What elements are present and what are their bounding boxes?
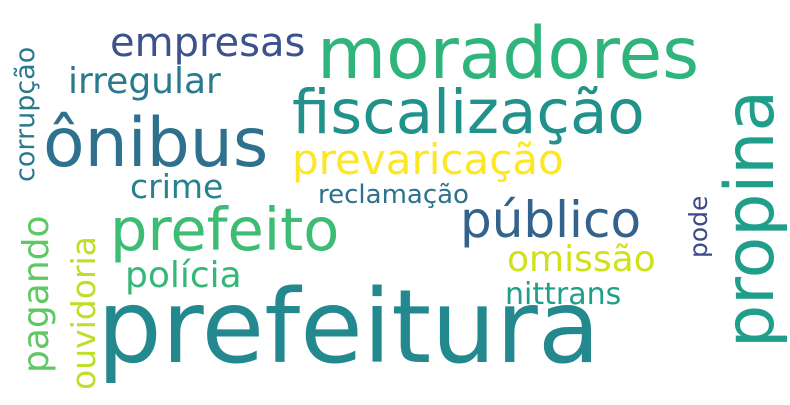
word-moradores: moradores: [317, 12, 700, 95]
word-policia: polícia: [125, 255, 242, 296]
word-fiscalizacao: fiscalização: [292, 77, 645, 148]
word-crime: crime: [130, 167, 224, 206]
word-ouvidoria: ouvidoria: [64, 236, 103, 390]
word-empresas: empresas: [110, 20, 306, 66]
word-prefeitura: prefeitura: [97, 268, 601, 387]
word-corrupcao: corrupção: [10, 46, 41, 182]
word-pagando: pagando: [16, 215, 57, 373]
word-onibus: ônibus: [43, 104, 269, 183]
word-reclamacao: reclamação: [318, 180, 469, 210]
word-nittrans: nittrans: [505, 277, 622, 312]
word-prefeito: prefeito: [110, 195, 340, 264]
word-pode: pode: [684, 195, 713, 258]
word-propina: propina: [711, 89, 790, 348]
word-omissao: omissão: [507, 239, 656, 280]
word-publico: público: [460, 191, 642, 249]
word-irregular: irregular: [68, 61, 221, 102]
word-prevaricacao: prevaricação: [292, 135, 564, 184]
